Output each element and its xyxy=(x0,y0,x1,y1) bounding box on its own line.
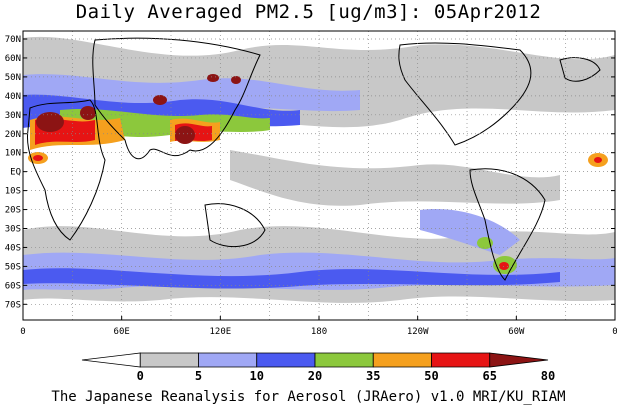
lon-label: 120W xyxy=(407,327,429,337)
colorbar-label: 35 xyxy=(366,369,380,383)
colorbar-swatch xyxy=(431,352,491,368)
colorbar-swatch xyxy=(256,352,316,368)
colorbar-swatch xyxy=(314,352,374,368)
lat-label: 10S xyxy=(5,187,21,197)
colorbar-swatch xyxy=(81,352,141,368)
colorbar-label: 80 xyxy=(541,369,555,383)
footer-credit: The Japanese Reanalysis for Aerosol (JRA… xyxy=(51,389,566,405)
longitude-axis: 0 60E 120E 180 120W 60W 0 xyxy=(20,316,617,337)
chart-title: Daily Averaged PM2.5 [ug/m3]: 05Apr2012 xyxy=(75,1,542,23)
map-gridlines xyxy=(23,31,615,320)
lat-label: 20S xyxy=(5,206,21,216)
colorbar-label: 10 xyxy=(250,369,264,383)
lon-label: 0 xyxy=(612,327,617,337)
lon-label: 60E xyxy=(114,327,130,337)
colorbar-label: 50 xyxy=(424,369,438,383)
colorbar-swatch xyxy=(372,352,432,368)
lat-label: 20N xyxy=(5,130,21,140)
lat-label: 70S xyxy=(5,300,21,310)
lon-label: 0 xyxy=(20,327,25,337)
lat-label: 40N xyxy=(5,92,21,102)
colorbar-label: 0 xyxy=(137,369,144,383)
lon-label: 180 xyxy=(311,327,327,337)
lon-label: 60W xyxy=(508,327,525,337)
lon-label: 120E xyxy=(209,327,231,337)
lat-label: 60N xyxy=(5,54,21,64)
colorbar-label: 65 xyxy=(483,369,497,383)
colorbar-label: 5 xyxy=(195,369,202,383)
colorbar-swatch xyxy=(198,352,258,368)
colorbar: 0 5 10 20 35 50 65 80 xyxy=(81,352,555,383)
coastlines xyxy=(26,37,601,281)
latitude-axis: 70N 60N 50N 40N 30N 20N 10N EQ 10S 20S 30S 40S 50S 60… xyxy=(5,35,615,310)
lat-label: 60S xyxy=(5,281,21,291)
lat-label: 30N xyxy=(5,111,21,121)
lat-label: 70N xyxy=(5,35,21,45)
colorbar-swatch xyxy=(489,352,549,368)
lat-label: 50S xyxy=(5,262,21,272)
lat-label: 30S xyxy=(5,225,21,235)
colorbar-label: 20 xyxy=(308,369,322,383)
lat-label: 40S xyxy=(5,243,21,253)
lat-label: 50N xyxy=(5,73,21,83)
colorbar-swatch xyxy=(139,352,199,368)
lat-label: EQ xyxy=(10,168,21,178)
lat-label: 10N xyxy=(5,149,21,159)
